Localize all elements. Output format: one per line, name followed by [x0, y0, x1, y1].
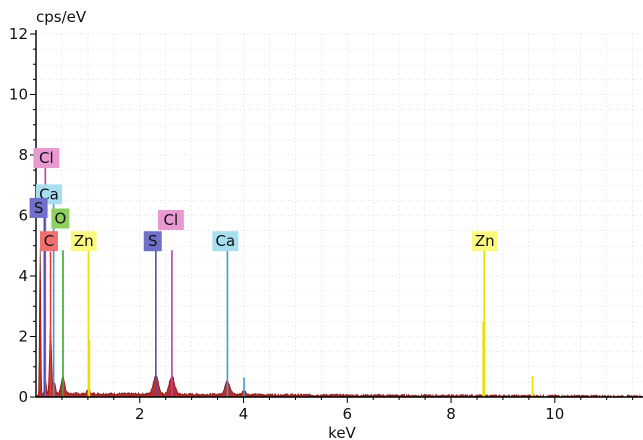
y-tick-label: 12 [9, 25, 28, 43]
element-label-box [157, 210, 184, 231]
element-label-text: O [54, 210, 66, 228]
element-label-zn: Zn [70, 231, 97, 252]
y-tick-label: 4 [18, 267, 28, 285]
element-label-text: C [44, 232, 54, 250]
x-tick-label: 2 [135, 405, 145, 423]
element-label-text: Cl [39, 149, 54, 167]
element-label-box [33, 148, 60, 169]
element-label-s: S [143, 231, 162, 252]
element-label-cl: Cl [157, 210, 184, 231]
element-label-box [51, 208, 70, 229]
y-axis-label: cps/eV [36, 8, 87, 26]
element-label-text: Ca [216, 232, 236, 250]
element-label-text: Cl [164, 211, 179, 229]
y-tick-label: 2 [18, 328, 28, 346]
grid-layer [36, 33, 643, 397]
x-tick-label: 10 [545, 405, 564, 423]
x-tick-label: 4 [239, 405, 249, 423]
element-label-cl: Cl [33, 148, 60, 169]
ticks-layer: 0 2 4 6 8 10 12 2 4 6 8 10 [9, 25, 634, 423]
element-label-text: S [148, 232, 158, 250]
element-label-box [143, 231, 162, 252]
element-label-box [212, 231, 239, 252]
element-lines-layer [43, 158, 534, 397]
element-label-o: O [51, 208, 70, 229]
x-axis-label: keV [328, 424, 356, 440]
element-label-box [471, 231, 498, 252]
y-tick-label: 10 [9, 86, 28, 104]
element-label-text: Zn [475, 232, 495, 250]
element-label-box [70, 231, 97, 252]
x-tick-label: 8 [446, 405, 456, 423]
x-tick-label: 6 [343, 405, 353, 423]
element-label-box [29, 197, 48, 218]
element-label-ca: Ca [212, 231, 239, 252]
y-tick-label: 8 [18, 146, 28, 164]
spectrum-area [36, 248, 643, 399]
element-label-text: S [34, 199, 44, 217]
element-label-c: C [39, 231, 58, 252]
element-label-zn: Zn [471, 231, 498, 252]
y-tick-label: 0 [18, 388, 28, 406]
y-tick-label: 6 [18, 207, 28, 225]
element-label-text: Zn [74, 232, 94, 250]
axes-layer [35, 30, 643, 398]
spectrum-layer [36, 248, 643, 399]
element-label-s: S [29, 197, 48, 218]
element-label-box [39, 231, 58, 252]
